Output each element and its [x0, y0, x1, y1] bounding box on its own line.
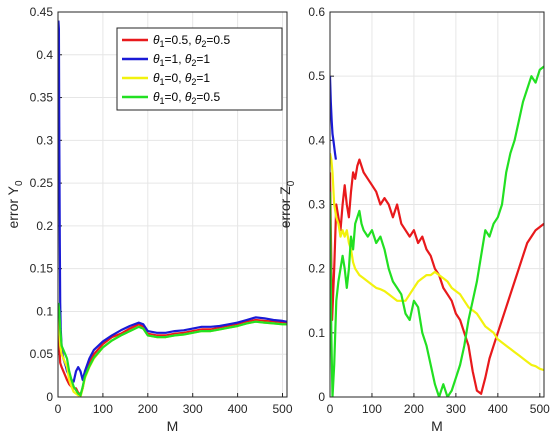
right-plot: 0 100 200 300 400 500 0 0.1 0.2 0.3 0.4 0.5 0.6 Merro… [277, 5, 550, 434]
y-axis-label-subscript: 0 [286, 180, 297, 186]
legend-text-part: θ [153, 33, 160, 47]
series-line-0 [330, 158, 544, 395]
x-axis-label: M [431, 418, 443, 434]
legend-text-part: 2 [191, 77, 196, 87]
legend-text-part: =0.5, [165, 33, 195, 47]
legend-text-part: θ [195, 33, 202, 47]
x-tick-label: 0 [55, 402, 62, 416]
y-tick-label: 0.05 [30, 347, 54, 361]
series-line-3 [58, 302, 287, 397]
legend-entry-1: θ1=1, θ2=1 [153, 52, 210, 68]
x-tick-label: 300 [183, 402, 203, 416]
y-tick-label: 0.15 [30, 262, 54, 276]
y-tick-label: 0.5 [308, 69, 325, 83]
legend-text-part: =0.5 [196, 90, 220, 104]
legend-entry-0: θ1=0.5, θ2=0.5 [153, 33, 230, 49]
legend-text-part: =0.5 [206, 33, 230, 47]
y-tick-label: 0.2 [308, 262, 325, 276]
series-line-0 [58, 318, 287, 396]
series-line-1 [330, 76, 337, 160]
y-axis-label-main: error Z [277, 186, 293, 228]
y-tick-label: 0 [318, 390, 325, 404]
legend-text-part: =1, [165, 52, 185, 66]
legend-text-part: 2 [201, 39, 206, 49]
legend-text-part: θ [153, 52, 160, 66]
legend-text-part: 2 [191, 96, 196, 106]
x-tick-label: 100 [362, 402, 382, 416]
x-tick-label: 400 [488, 402, 508, 416]
series-line-3 [330, 65, 544, 397]
legend-text-part: =0, [165, 71, 185, 85]
y-tick-label: 0.3 [36, 133, 53, 147]
x-tick-label: 500 [530, 402, 550, 416]
series-line-2 [330, 152, 544, 372]
legend-entry-3: θ1=0, θ2=0.5 [153, 90, 220, 106]
y-axis-label: error Z0 [277, 180, 297, 228]
legend-text-part: 1 [160, 77, 165, 87]
y-tick-label: 0.2 [36, 219, 53, 233]
legend-text-part: =1 [196, 71, 210, 85]
x-tick-label: 500 [272, 402, 292, 416]
y-tick-label: 0.25 [30, 176, 54, 190]
legend-text-part: θ [185, 71, 192, 85]
legend-box [116, 27, 283, 111]
x-tick-label: 300 [446, 402, 466, 416]
legend-text-part: 1 [160, 96, 165, 106]
x-tick-label: 200 [404, 402, 424, 416]
legend-text-part: =0, [165, 90, 185, 104]
x-tick-label: 400 [228, 402, 248, 416]
y-axis-label: error Y0 [5, 180, 25, 229]
y-axis-label-subscript: 0 [14, 180, 25, 186]
legend-text-part: =1 [196, 52, 210, 66]
legend-text-part: θ [153, 71, 160, 85]
y-tick-label: 0 [46, 390, 53, 404]
x-tick-label: 0 [327, 402, 334, 416]
y-tick-label: 0.6 [308, 5, 325, 19]
x-tick-label: 200 [138, 402, 158, 416]
x-tick-label: 100 [93, 402, 113, 416]
legend: θ1=0.5, θ2=0.5θ1=1, θ2=1θ1=0, θ2=1θ1=0, … [116, 27, 283, 111]
legend-text-part: θ [153, 90, 160, 104]
y-axis-label-main: error Y [5, 185, 21, 228]
legend-text-part: 2 [191, 58, 196, 68]
y-tick-label: 0.3 [308, 198, 325, 212]
legend-entry-2: θ1=0, θ2=1 [153, 71, 210, 87]
x-axis-label: M [167, 418, 179, 434]
y-tick-label: 0.1 [36, 304, 53, 318]
axes-box [57, 11, 288, 398]
y-tick-label: 0.4 [308, 133, 325, 147]
axes-box [329, 11, 545, 398]
y-tick-label: 0.1 [308, 326, 325, 340]
legend-text-part: θ [185, 52, 192, 66]
legend-text-part: 1 [160, 58, 165, 68]
y-tick-label: 0.45 [30, 5, 54, 19]
legend-text-part: 1 [160, 39, 165, 49]
legend-text-part: θ [185, 90, 192, 104]
y-tick-label: 0.35 [30, 91, 54, 105]
y-tick-label: 0.4 [36, 48, 53, 62]
